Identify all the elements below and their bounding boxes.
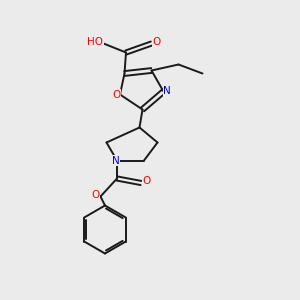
Text: N: N (112, 155, 119, 166)
Text: O: O (91, 190, 99, 200)
Text: O: O (142, 176, 151, 187)
Text: O: O (112, 89, 121, 100)
Text: O: O (153, 37, 161, 47)
Text: N: N (163, 86, 171, 97)
Text: HO: HO (87, 37, 103, 47)
